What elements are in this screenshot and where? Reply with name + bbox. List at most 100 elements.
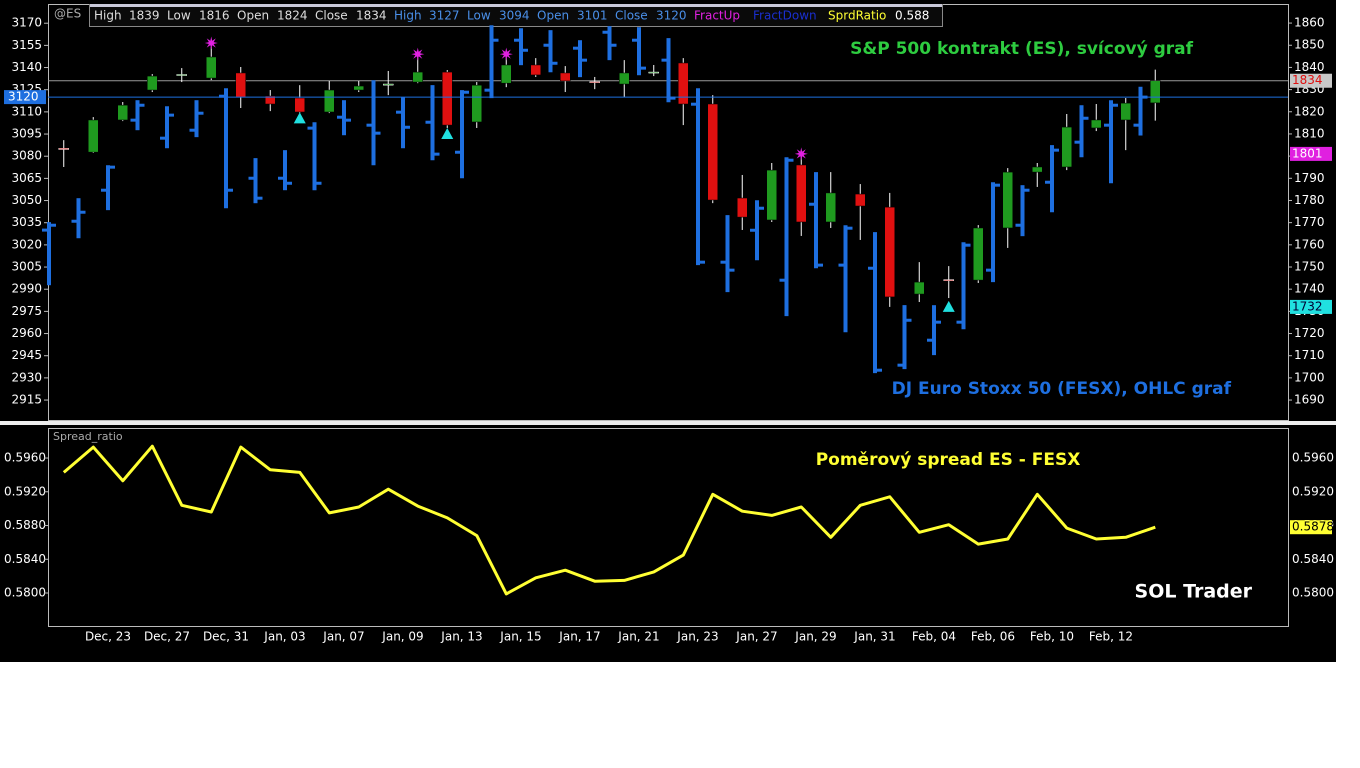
fractal-up [411, 47, 425, 61]
y2-tick-label: 0.5960 [1292, 451, 1334, 465]
info-value: 1816 [199, 9, 230, 23]
y2-tick-label: 1720 [1294, 326, 1325, 340]
candle-body [589, 81, 600, 83]
y-tick-label: 0.5960 [4, 451, 46, 465]
annotation: DJ Euro Stoxx 50 (FESX), OHLC graf [892, 379, 1232, 399]
y-tick-label: 2930 [11, 370, 42, 384]
candle-body [383, 83, 394, 86]
y-tick-label: 3095 [11, 127, 42, 141]
fractal-down [942, 300, 955, 312]
info-label: Open [537, 9, 569, 23]
info-label: Close [615, 9, 648, 23]
candle-body [707, 103, 718, 201]
candle-body [353, 85, 364, 91]
candle-body [471, 84, 482, 123]
last-value-label: 1834 [1292, 73, 1323, 87]
candle-body [1002, 171, 1013, 229]
y2-tick-label: 1810 [1294, 126, 1325, 140]
candle-body [1120, 102, 1131, 121]
spread-line [62, 444, 1156, 596]
fractal-value-box [1290, 299, 1332, 314]
candle-body [1032, 166, 1043, 173]
x-tick-label: Feb, 10 [1030, 630, 1074, 644]
y2-tick-label: 1780 [1294, 193, 1325, 207]
y2-tick-label: 1850 [1294, 38, 1325, 52]
candle-body [176, 74, 187, 76]
y-tick-label: 3080 [11, 149, 42, 163]
candle-body [914, 281, 925, 295]
last-value-label: 0.5878 [1292, 520, 1334, 534]
y-tick-label: 0.5800 [4, 586, 46, 600]
y-tick-label: 3065 [11, 171, 42, 185]
legend-entry: FractDown [753, 9, 817, 23]
candle-body [648, 71, 659, 74]
pane-title: Spread_ratio [53, 430, 123, 443]
y2-tick-label: 1840 [1294, 60, 1325, 74]
candle-body [206, 56, 217, 79]
last-value-box [1290, 73, 1332, 88]
y2-tick-label: 1760 [1294, 237, 1325, 251]
y2-tick-label: 1690 [1294, 393, 1325, 407]
annotation: Poměrový spread ES - FESX [816, 450, 1081, 470]
y2-tick-label: 1770 [1294, 215, 1325, 229]
info-value: 1834 [356, 9, 387, 23]
x-tick-label: Feb, 06 [971, 630, 1015, 644]
x-tick-label: Jan, 15 [499, 630, 541, 644]
annotation: SOL Trader [1135, 581, 1253, 603]
info-value: 1839 [129, 9, 160, 23]
x-tick-label: Jan, 31 [853, 630, 895, 644]
x-tick-label: Jan, 13 [440, 630, 482, 644]
fractal-down [293, 112, 306, 124]
y2-tick-label: 1790 [1294, 171, 1325, 185]
y2-tick-label: 1820 [1294, 104, 1325, 118]
y-tick-label: 3020 [11, 237, 42, 251]
x-tick-label: Jan, 29 [794, 630, 836, 644]
info-value: 3120 [656, 9, 687, 23]
x-tick-label: Dec, 27 [144, 630, 190, 644]
candle-body [117, 104, 128, 121]
candle-body [943, 279, 954, 281]
last-value-box [1290, 520, 1332, 535]
candle-body [619, 72, 630, 85]
x-tick-label: Jan, 07 [322, 630, 364, 644]
y-tick-label: 0.5840 [4, 552, 46, 566]
fractal-up [204, 36, 218, 50]
fractal-value-box [1290, 146, 1332, 161]
y-tick-label: 2945 [11, 348, 42, 362]
candle-body [766, 169, 777, 221]
y2-tick-label: 1860 [1294, 16, 1325, 30]
x-tick-label: Jan, 09 [381, 630, 423, 644]
y-tick-label: 0.5920 [4, 484, 46, 498]
info-bar-edge [90, 4, 942, 7]
y-tick-label: 2915 [11, 393, 42, 407]
y-tick-label: 3140 [11, 60, 42, 74]
x-tick-label: Jan, 21 [617, 630, 659, 644]
info-label: High [394, 9, 422, 23]
info-label: Low [467, 9, 491, 23]
y-tick-label: 3155 [11, 38, 42, 52]
x-tick-label: Feb, 04 [912, 630, 956, 644]
y2-tick-label: 0.5920 [1292, 484, 1334, 498]
y-tick-label: 0.5880 [4, 518, 46, 532]
candle-body [1150, 80, 1161, 104]
candle-body [1061, 126, 1072, 168]
candle-body [530, 64, 541, 76]
fractal-value-label: 1732 [1292, 299, 1323, 313]
last-value-label: 3120 [8, 90, 39, 104]
candle-body [737, 197, 748, 218]
candle-body [501, 64, 512, 84]
y2-tick-label: 0.5800 [1292, 586, 1334, 600]
x-tick-label: Jan, 03 [263, 630, 305, 644]
y2-tick-label: 0.5840 [1292, 552, 1334, 566]
candle-body [88, 119, 99, 153]
info-value: 3094 [499, 9, 530, 23]
legend-entry: FractUp [694, 9, 740, 23]
candle-body [324, 89, 335, 113]
spread-pane-frame [48, 428, 1289, 627]
fractal-value-label: 1801 [1292, 146, 1323, 160]
y2-tick-label: 1710 [1294, 348, 1325, 362]
pane-separator [0, 421, 1336, 425]
candle-body [265, 95, 276, 105]
y-tick-label: 2975 [11, 304, 42, 318]
